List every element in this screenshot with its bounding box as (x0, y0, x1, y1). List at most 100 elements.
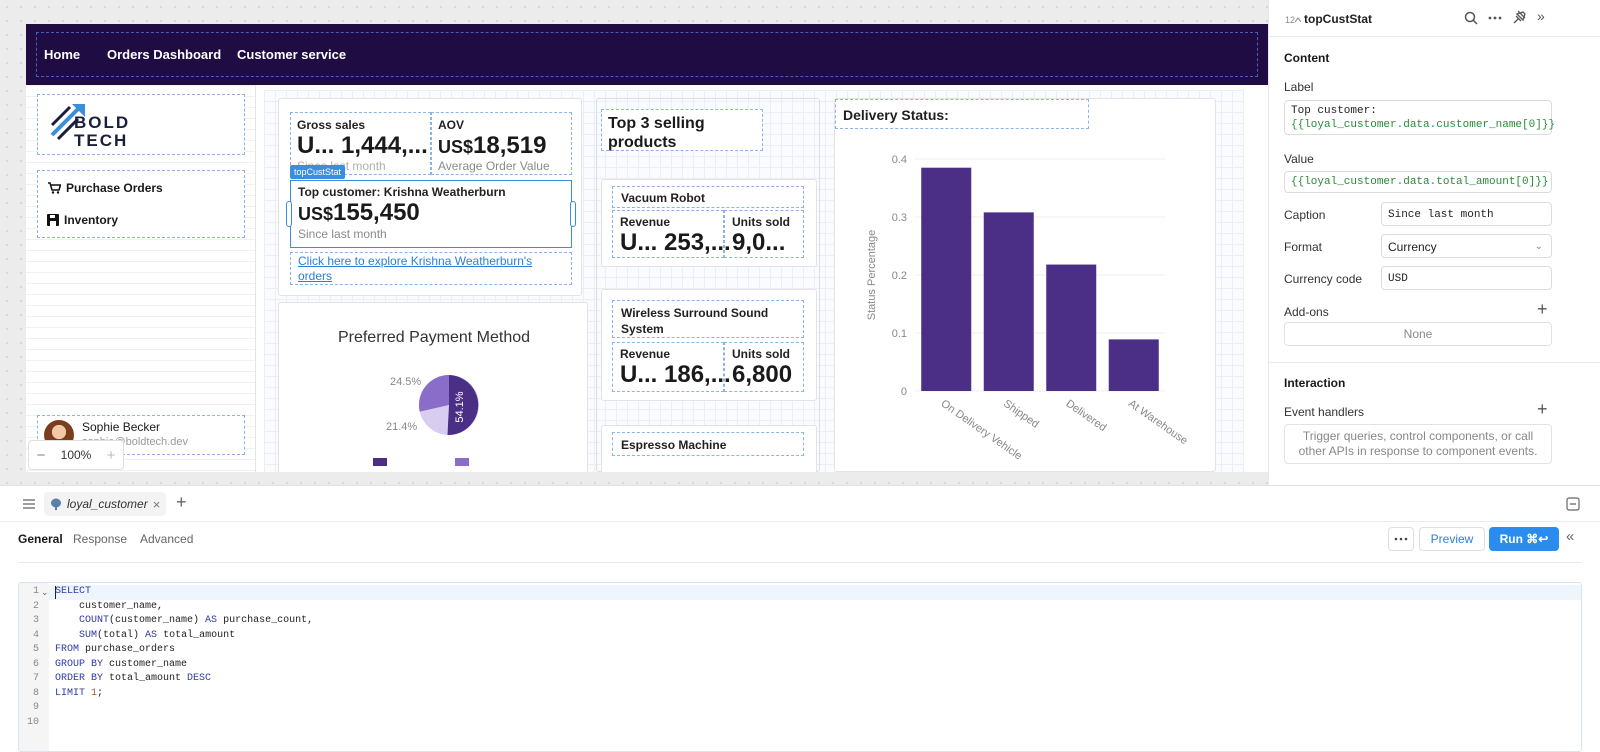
units-stat[interactable]: Units sold 9,0... (724, 210, 804, 258)
chart-title: Preferred Payment Method (337, 329, 531, 346)
query-tab-loyal-customer[interactable]: loyal_customer × (44, 492, 167, 516)
line-number: 4 (32, 629, 39, 641)
add-query-icon[interactable]: + (176, 492, 187, 512)
gross-sales-stat[interactable]: Gross sales U... 1,444,... Since last mo… (290, 112, 431, 175)
stats-container: Gross sales U... 1,444,... Since last mo… (278, 98, 582, 296)
value-title: Value (1284, 152, 1314, 166)
bar[interactable] (921, 167, 972, 391)
add-addon-icon[interactable]: + (1537, 299, 1548, 319)
sql-code-editor[interactable]: 1 2 3 4 5 6 7 8 9 10 ⌄ SELECT customer_name, COUN… (18, 582, 1582, 752)
pie-slice[interactable] (447, 375, 479, 436)
revenue-stat[interactable]: Revenue U... 186,... (612, 342, 731, 392)
line-numbers: 1 2 3 4 5 6 7 8 9 10 (21, 585, 39, 730)
svg-text:12: 12 (1285, 15, 1295, 25)
units-stat[interactable]: Units sold 6,800 (724, 342, 804, 392)
x-tick-label: Shipped (1001, 398, 1041, 431)
sidebar-item-inventory[interactable]: Inventory (47, 213, 118, 227)
nav-home[interactable]: Home (44, 47, 81, 62)
line-number: 9 (32, 702, 39, 713)
query-editor: loyal_customer × + General Response Adva… (0, 485, 1600, 752)
collapse-icon[interactable]: « (1566, 528, 1575, 545)
code-line: ​ (55, 701, 313, 716)
bar[interactable] (1046, 264, 1097, 391)
pie-slice[interactable] (418, 374, 449, 412)
sidebar-item-label: Inventory (64, 213, 119, 227)
nav-orders-dashboard[interactable]: Orders Dashboard (107, 47, 222, 62)
pin-icon[interactable] (1513, 10, 1527, 24)
sidebar-item-purchase-orders[interactable]: Purchase Orders (47, 181, 163, 195)
navbar-container (36, 32, 1258, 77)
code-token (55, 615, 79, 626)
close-icon[interactable]: × (152, 496, 161, 512)
code-token: customer_name (103, 658, 188, 670)
product-name: Espresso Machine (612, 432, 804, 456)
code-token: (customer_name) (109, 615, 206, 626)
product-name: Wireless Surround Sound System (612, 300, 804, 338)
minimize-panel-icon[interactable] (1566, 497, 1580, 511)
stat-caption: Average Order Value (438, 159, 550, 173)
code-line: COUNT(customer_name) AS purchase_count, (55, 614, 313, 629)
collapse-panel-icon[interactable]: » (1537, 8, 1545, 24)
code-token: FROM (55, 644, 80, 655)
code-token: GROUP BY (55, 658, 104, 670)
revenue-stat[interactable]: Revenue U... 253,... (612, 210, 731, 258)
section-interaction: Interaction (1284, 376, 1346, 390)
selected-component-badge[interactable]: topCustStat (290, 165, 346, 179)
stat-label: Gross sales (297, 118, 366, 132)
aov-stat[interactable]: AOV US$18,519 Average Order Value (431, 112, 572, 175)
tab-response[interactable]: Response (73, 532, 128, 546)
section-content: Content (1284, 51, 1330, 65)
code-token: SUM (79, 629, 98, 641)
nav-customer-service[interactable]: Customer service (237, 47, 347, 62)
code-line: FROM purchase_orders (55, 643, 313, 658)
run-button[interactable]: Run ⌘↩ (1489, 527, 1559, 551)
tab-advanced[interactable]: Advanced (140, 532, 194, 546)
sidebar-menu: Purchase Orders Inventory (37, 170, 245, 238)
code-line: ​ (55, 716, 313, 731)
add-event-handler-icon[interactable]: + (1537, 399, 1548, 419)
caption-input[interactable]: Since last month (1381, 202, 1552, 226)
currency-input[interactable]: USD (1381, 266, 1552, 290)
code-line: ORDER BY total_amount DESC (55, 672, 313, 687)
product-card: Espresso Machine (601, 425, 817, 472)
resize-handle-right[interactable] (570, 201, 576, 227)
zoom-out-button[interactable]: − (36, 446, 46, 464)
product-card: Wireless Surround Sound System Revenue U… (601, 289, 817, 401)
legend-swatch (455, 458, 469, 466)
cart-icon (48, 182, 61, 194)
stat-value: 6,800 (732, 361, 793, 388)
query-tab-bar: loyal_customer × + (0, 486, 1600, 522)
code-token: total_amount (157, 629, 236, 641)
search-icon[interactable] (1464, 11, 1478, 25)
preview-button[interactable]: Preview (1419, 527, 1485, 551)
more-options-button[interactable] (1388, 527, 1414, 551)
label-input-line: Top customer: (1291, 105, 1377, 117)
code-token: SELECT (55, 586, 92, 597)
code-line: SELECT (55, 585, 313, 600)
top-customer-stat[interactable]: topCustStat Top customer: Krishna Weathe… (286, 165, 576, 248)
format-select[interactable]: Currency ⌄ (1381, 234, 1552, 258)
event-handlers-title: Event handlers (1284, 405, 1365, 419)
component-name[interactable]: topCustStat (1304, 12, 1372, 26)
line-number: 2 (32, 600, 39, 612)
label-input-template: {{loyal_customer.data.customer_name[0]}} (1291, 119, 1556, 131)
explore-orders-link[interactable]: Click here to explore Krishna Weatherbur… (290, 252, 572, 285)
bar[interactable] (1108, 339, 1159, 391)
resize-handle-left[interactable] (286, 201, 292, 227)
label-title: Label (1284, 80, 1314, 94)
divider (18, 562, 1582, 563)
products-title: Top 3 selling products (601, 109, 763, 151)
fold-chevron-icon[interactable]: ⌄ (41, 587, 49, 597)
zoom-in-button[interactable]: + (106, 446, 116, 464)
y-tick-label: 0.3 (892, 212, 907, 224)
stat-component-icon: 12 (1285, 15, 1301, 25)
more-icon[interactable] (1487, 11, 1503, 25)
logo-text-bold: BOLD (74, 113, 131, 132)
tab-general[interactable]: General (18, 532, 63, 546)
label-input[interactable]: Top customer: {{loyal_customer.data.cust… (1284, 100, 1556, 135)
value-input[interactable]: {{loyal_customer.data.total_amount[0]}} (1284, 171, 1552, 193)
zoom-level: 100% (60, 448, 92, 462)
code-token: ORDER BY (55, 673, 104, 684)
bar[interactable] (983, 212, 1034, 391)
menu-icon[interactable] (22, 498, 36, 510)
